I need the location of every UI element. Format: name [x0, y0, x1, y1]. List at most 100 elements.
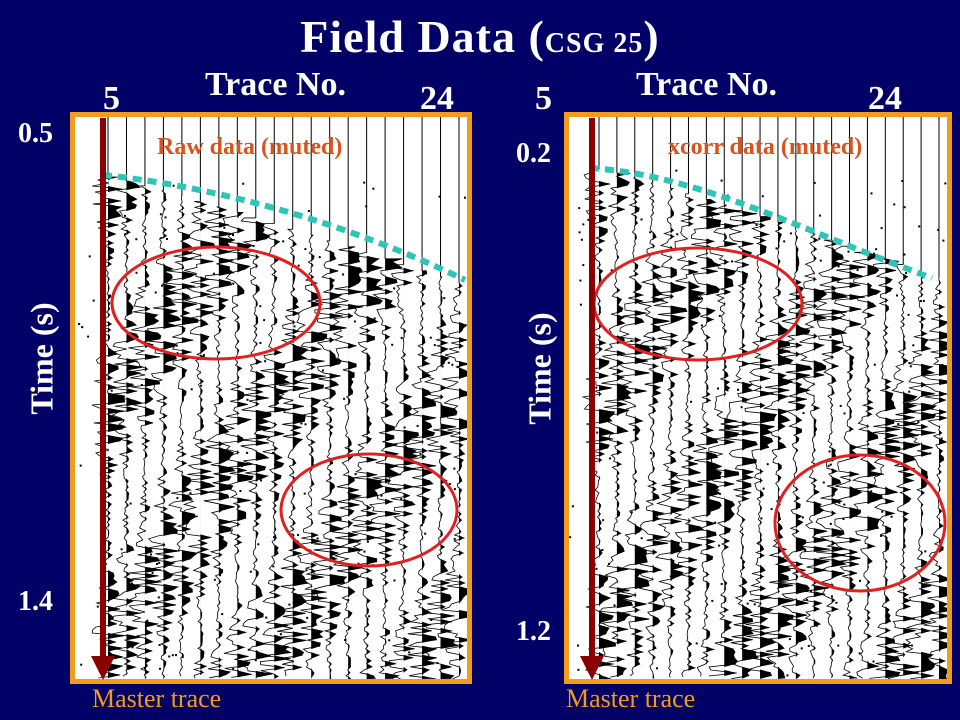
- noise-speck: [670, 451, 673, 454]
- noise-speck: [104, 491, 107, 494]
- noise-speck: [246, 451, 249, 454]
- noise-speck: [239, 490, 242, 492]
- noise-speck: [252, 245, 255, 247]
- noise-speck: [837, 644, 840, 647]
- noise-speck: [903, 441, 906, 444]
- noise-speck: [818, 237, 821, 240]
- noise-speck: [380, 494, 383, 497]
- noise-speck: [690, 400, 693, 403]
- title-close: ): [643, 11, 660, 62]
- trace-fill: [108, 177, 125, 679]
- noise-speck: [880, 227, 883, 230]
- noise-speck: [352, 375, 355, 378]
- noise-speck: [579, 303, 582, 306]
- noise-speck: [265, 616, 268, 619]
- noise-speck: [218, 465, 221, 467]
- noise-speck: [109, 294, 111, 297]
- noise-speck: [348, 285, 351, 288]
- noise-speck: [307, 210, 310, 212]
- noise-speck: [288, 603, 291, 606]
- noise-speck: [784, 418, 787, 421]
- noise-speck: [272, 565, 275, 568]
- noise-speck: [908, 362, 911, 365]
- noise-speck: [762, 487, 765, 490]
- noise-speck: [78, 323, 81, 325]
- noise-speck: [720, 583, 723, 585]
- noise-speck: [926, 604, 929, 607]
- noise-speck: [719, 641, 722, 644]
- noise-speck: [416, 424, 419, 427]
- noise-speck: [335, 517, 338, 520]
- noise-speck: [630, 339, 633, 342]
- noise-speck: [124, 214, 126, 217]
- noise-speck: [815, 624, 818, 627]
- noise-speck: [441, 365, 444, 368]
- noise-speck: [150, 553, 152, 556]
- noise-speck: [451, 363, 454, 366]
- noise-speck: [259, 305, 262, 308]
- noise-speck: [571, 505, 574, 508]
- noise-speck: [161, 284, 164, 287]
- noise-speck: [718, 314, 721, 317]
- noise-speck: [292, 340, 295, 343]
- noise-speck: [260, 479, 262, 482]
- noise-speck: [92, 299, 95, 302]
- noise-speck: [293, 325, 296, 328]
- noise-speck: [164, 195, 166, 198]
- noise-speck: [159, 213, 162, 216]
- noise-speck: [158, 644, 161, 646]
- noise-speck: [740, 556, 743, 559]
- trace-wiggle: [814, 239, 849, 679]
- noise-speck: [918, 225, 921, 228]
- noise-speck: [802, 412, 805, 415]
- noise-speck: [789, 232, 792, 235]
- noise-speck: [766, 463, 769, 466]
- noise-speck: [135, 238, 138, 241]
- noise-speck: [577, 644, 579, 647]
- noise-speck: [272, 451, 275, 454]
- noise-speck: [420, 524, 423, 527]
- noise-speck: [274, 385, 277, 388]
- noise-speck: [924, 550, 927, 553]
- noise-speck: [870, 490, 873, 493]
- noise-speck: [430, 619, 433, 621]
- trace-wiggle: [348, 252, 384, 679]
- noise-speck: [164, 216, 167, 219]
- noise-speck: [837, 265, 840, 268]
- trace-fill: [742, 210, 759, 679]
- noise-speck: [242, 182, 245, 185]
- noise-speck: [714, 521, 717, 524]
- noise-speck: [937, 575, 940, 578]
- noise-speck: [371, 676, 374, 679]
- noise-speck: [675, 549, 678, 552]
- noise-speck: [166, 238, 168, 240]
- noise-speck: [909, 365, 912, 368]
- noise-speck: [347, 447, 350, 450]
- trace-fill: [813, 234, 830, 679]
- noise-speck: [331, 462, 333, 465]
- noise-speck: [594, 217, 596, 220]
- noise-speck: [582, 223, 585, 226]
- noise-speck: [606, 663, 609, 665]
- trace-wiggle: [796, 233, 831, 679]
- noise-speck: [297, 264, 300, 267]
- trace-fill: [144, 185, 162, 679]
- noise-speck: [858, 652, 861, 655]
- noise-speck: [448, 483, 451, 485]
- noise-speck: [829, 463, 832, 466]
- noise-speck: [658, 593, 661, 596]
- noise-speck: [429, 336, 432, 339]
- noise-speck: [223, 226, 226, 229]
- noise-speck: [111, 437, 114, 440]
- noise-speck: [80, 663, 83, 666]
- noise-speck: [829, 336, 832, 339]
- noise-speck: [232, 282, 235, 285]
- noise-speck: [746, 602, 749, 605]
- noise-speck: [247, 648, 250, 651]
- noise-speck: [805, 598, 808, 601]
- noise-speck: [273, 463, 276, 466]
- right-master-trace-label: Master trace: [566, 684, 696, 713]
- noise-speck: [842, 518, 845, 520]
- trace-wiggle: [690, 198, 723, 677]
- noise-speck: [717, 387, 719, 390]
